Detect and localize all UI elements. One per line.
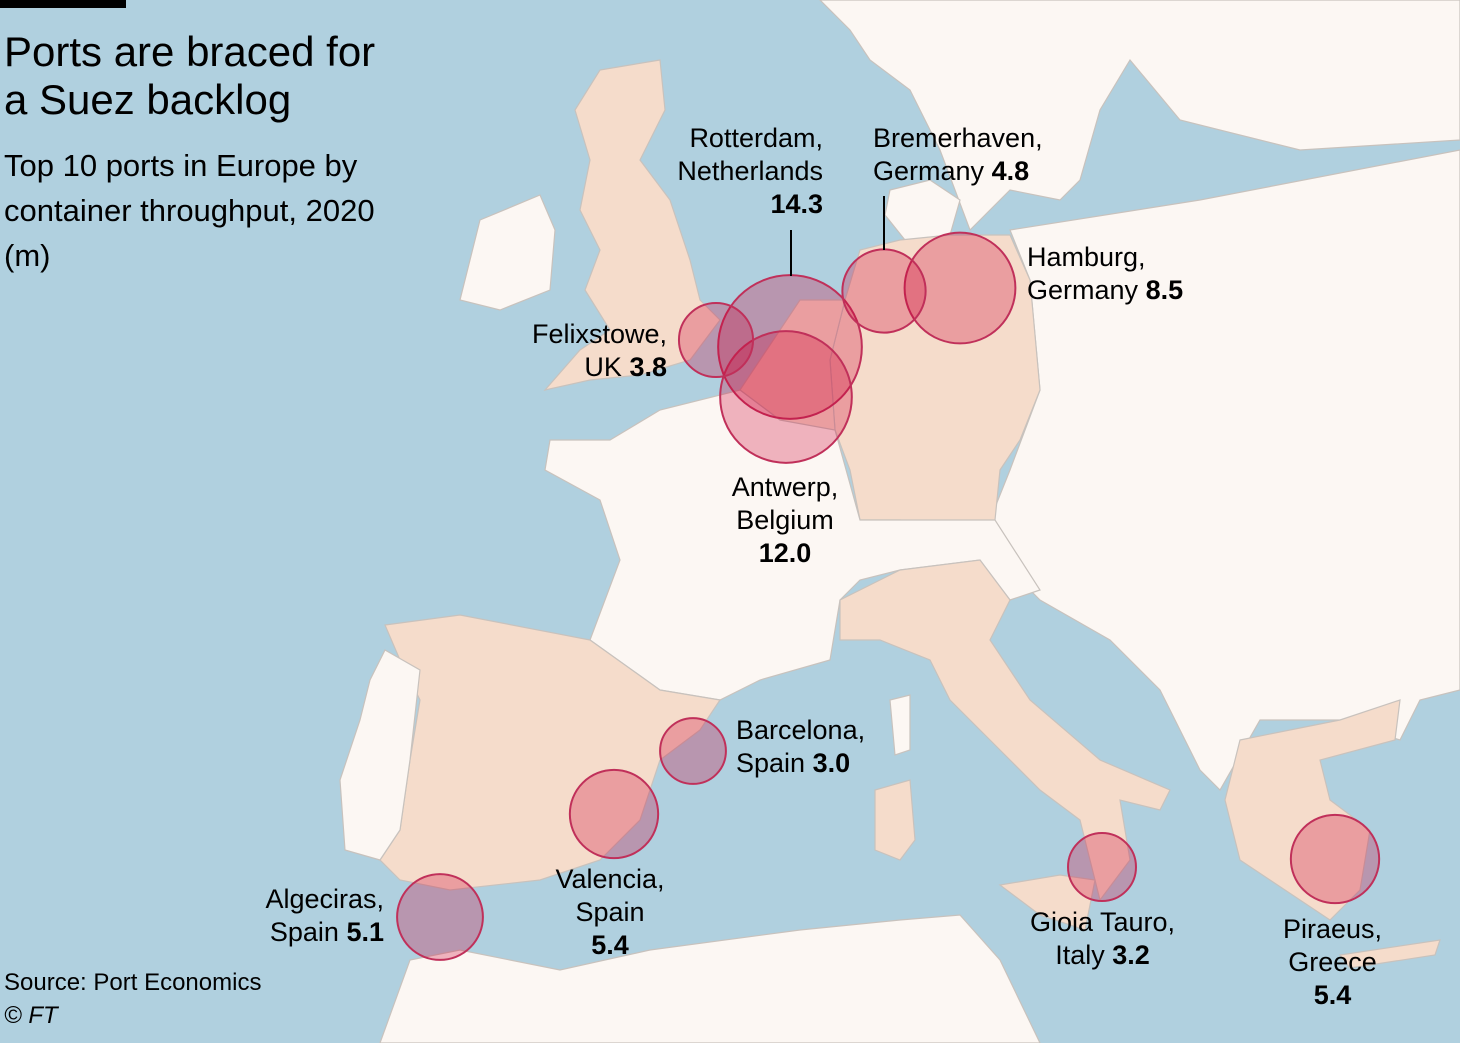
port-bubble-antwerp bbox=[719, 330, 853, 464]
label-rotterdam: Rotterdam, Netherlands 14.3 bbox=[677, 123, 823, 219]
land-scandinavia bbox=[819, 0, 1460, 232]
land-sicily bbox=[998, 874, 1096, 931]
port-bubble-felixstowe bbox=[677, 301, 755, 379]
label-barcelona: Barcelona, Spain 3.0 bbox=[736, 715, 866, 778]
land-italy bbox=[839, 559, 1171, 902]
port-bubble-hamburg bbox=[903, 231, 1017, 345]
land-crete bbox=[1338, 939, 1441, 969]
port-bubble-piraeus bbox=[1289, 813, 1381, 905]
source-text: Source: Port Economics bbox=[4, 969, 262, 996]
land-uk bbox=[543, 59, 721, 391]
port-bubble-bremerhaven bbox=[841, 248, 927, 334]
label-antwerp: Antwerp, Belgium 12.0 bbox=[731, 472, 839, 568]
land-east-europe bbox=[989, 149, 1460, 791]
chart-subtitle: Top 10 ports in Europe by container thro… bbox=[4, 148, 375, 273]
land-portugal bbox=[339, 649, 421, 861]
label-valencia: Valencia, Spain 5.4 bbox=[555, 864, 665, 960]
port-bubble-gioia-tauro bbox=[1067, 832, 1137, 902]
land-ireland bbox=[459, 194, 556, 311]
credit-text: © FT bbox=[4, 1002, 58, 1029]
port-bubble-barcelona bbox=[659, 717, 727, 785]
label-felixstowe: Felixstowe, UK 3.8 bbox=[531, 319, 667, 382]
label-piraeus: Piraeus, Greece 5.4 bbox=[1282, 914, 1383, 1010]
land-greece bbox=[1224, 699, 1401, 921]
label-algeciras: Algeciras, Spain 5.1 bbox=[265, 884, 384, 947]
source-note: Source: Port Economics © FT bbox=[4, 966, 261, 1032]
leader-line-rotterdam bbox=[790, 230, 792, 276]
land-corsica bbox=[889, 694, 911, 756]
chart-title: Ports are braced for a Suez backlog bbox=[4, 28, 376, 123]
land-north-africa bbox=[379, 914, 1041, 1043]
port-bubble-algeciras bbox=[396, 873, 484, 961]
leader-line-bremerhaven bbox=[883, 196, 885, 250]
top-rule bbox=[0, 0, 126, 8]
port-bubble-valencia bbox=[568, 768, 660, 860]
label-bremerhaven: Bremerhaven, Germany 4.8 bbox=[873, 123, 1043, 186]
land-france bbox=[544, 389, 1041, 701]
land-sardinia bbox=[874, 779, 916, 861]
label-gioia-tauro: Gioia Tauro, Italy 3.2 bbox=[1029, 907, 1176, 970]
label-hamburg: Hamburg, Germany 8.5 bbox=[1027, 242, 1184, 305]
